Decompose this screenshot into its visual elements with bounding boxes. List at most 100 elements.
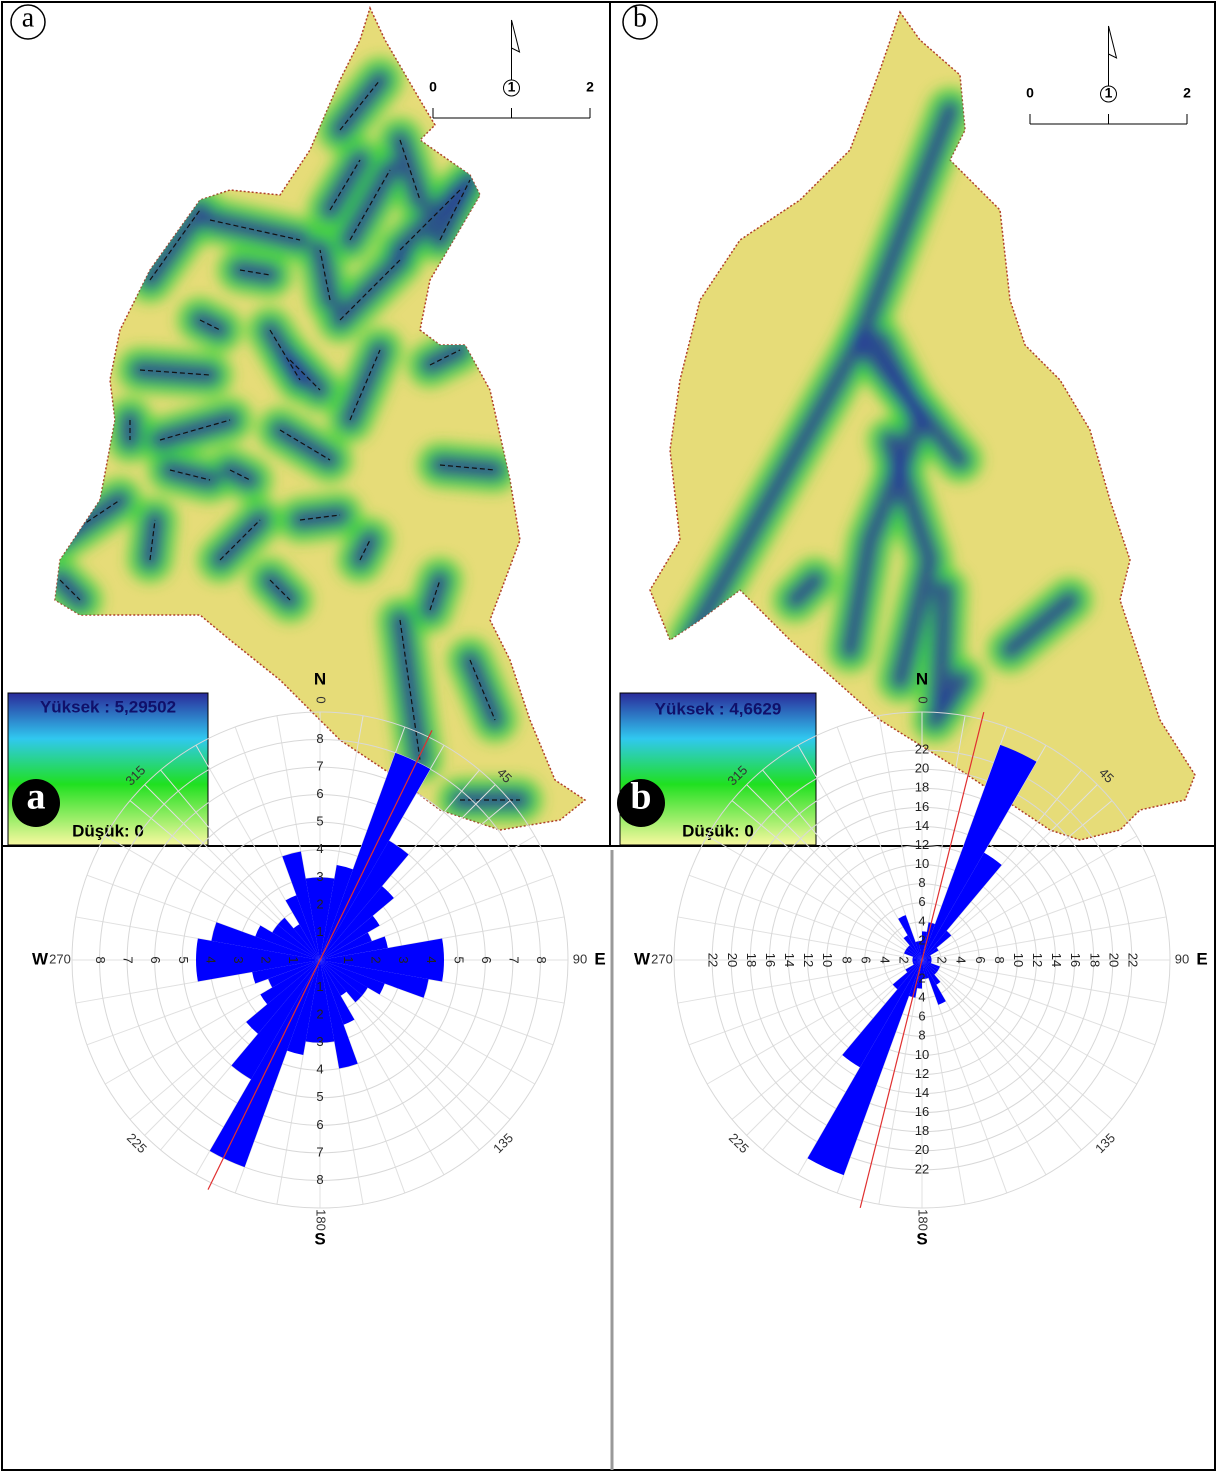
radial-tick-label: 8	[316, 731, 323, 746]
radial-tick-label: 20	[915, 761, 929, 776]
legend-high: Yüksek : 4,6629	[655, 699, 782, 718]
direction-label: N	[916, 669, 928, 688]
radial-tick-label: 5	[176, 956, 191, 963]
panel-label: a	[22, 2, 35, 33]
direction-label: S	[314, 1229, 325, 1248]
direction-label: W	[32, 949, 49, 968]
radial-tick-label: 8	[534, 956, 549, 963]
scale-label: 1	[1105, 85, 1113, 101]
radial-tick-label: 12	[801, 953, 816, 967]
scale-label: 2	[586, 79, 594, 95]
figure: Yüksek : 5,29502 Düşük: 0 a Yüksek : 4,6…	[0, 0, 1217, 1472]
radial-tick-label: 18	[1087, 953, 1102, 967]
radial-tick-label: 20	[725, 953, 740, 967]
radial-tick-label: 6	[316, 1117, 323, 1132]
radial-tick-label: 6	[479, 956, 494, 963]
radial-tick-label: 10	[915, 1047, 929, 1062]
rose-bar	[210, 960, 320, 1167]
radial-tick-label: 7	[316, 759, 323, 774]
radial-tick-label: 4	[203, 956, 218, 963]
radial-tick-label: 2	[918, 932, 925, 947]
density-core	[940, 590, 945, 700]
radial-tick-label: 1	[316, 979, 323, 994]
direction-label: N	[314, 669, 326, 688]
radial-tick-label: 10	[820, 953, 835, 967]
scale-label: 2	[1183, 85, 1191, 101]
radial-tick-label: 5	[451, 956, 466, 963]
radial-tick-label: 18	[915, 1123, 929, 1138]
radial-tick-label: 6	[316, 786, 323, 801]
radial-tick-label: 8	[93, 956, 108, 963]
scale-label: 0	[1026, 85, 1034, 101]
radial-tick-label: 3	[316, 869, 323, 884]
radial-tick-label: 7	[506, 956, 521, 963]
panel-label: b	[633, 2, 647, 33]
north-arrow	[1109, 26, 1117, 86]
radial-tick-label: 20	[915, 1142, 929, 1157]
radial-tick-label: 8	[918, 875, 925, 890]
radial-tick-label: 6	[973, 956, 988, 963]
radial-tick-label: 2	[935, 956, 950, 963]
radial-tick-label: 6	[918, 1009, 925, 1024]
radial-tick-label: 22	[1125, 953, 1140, 967]
radial-tick-label: 12	[915, 1066, 929, 1081]
radial-tick-label: 3	[231, 956, 246, 963]
radial-tick-label: 4	[316, 841, 323, 856]
panel-label: a	[27, 776, 46, 818]
angle-tick-label: 180	[314, 1209, 329, 1231]
radial-tick-label: 2	[918, 971, 925, 986]
radial-tick-label: 8	[918, 1028, 925, 1043]
radial-tick-label: 16	[915, 799, 929, 814]
scale-label: 0	[429, 79, 437, 95]
angle-tick-label: 0	[314, 696, 329, 703]
radial-tick-label: 5	[316, 814, 323, 829]
radial-tick-label: 2	[369, 956, 384, 963]
map-b: Yüksek : 4,6629 Düşük: 0 b	[620, 2, 1195, 845]
panel-label: b	[630, 776, 651, 818]
radial-tick-label: 8	[992, 956, 1007, 963]
angle-tick-label: 180	[916, 1209, 931, 1231]
radial-tick-label: 12	[1030, 953, 1045, 967]
radial-tick-label: 3	[316, 1034, 323, 1049]
radial-tick-label: 7	[121, 956, 136, 963]
radial-tick-label: 10	[1011, 953, 1026, 967]
angle-tick-label: 90	[573, 951, 587, 966]
radial-tick-label: 16	[763, 953, 778, 967]
rose-bar	[320, 753, 430, 960]
radial-tick-label: 7	[316, 1144, 323, 1159]
radial-tick-label: 1	[286, 956, 301, 963]
radial-tick-label: 18	[915, 780, 929, 795]
radial-tick-label: 1	[316, 924, 323, 939]
density-core	[795, 580, 815, 600]
radial-tick-label: 18	[744, 953, 759, 967]
radial-tick-label: 4	[954, 956, 969, 963]
angle-tick-label: 270	[49, 951, 71, 966]
radial-tick-label: 14	[915, 818, 929, 833]
radial-tick-label: 2	[258, 956, 273, 963]
radial-tick-label: 2	[316, 896, 323, 911]
legend-high: Yüksek : 5,29502	[40, 697, 176, 716]
radial-tick-label: 6	[148, 956, 163, 963]
radial-tick-label: 16	[915, 1104, 929, 1119]
scale-label: 1	[508, 79, 516, 95]
radial-tick-label: 22	[915, 1161, 929, 1176]
angle-tick-label: 270	[651, 951, 673, 966]
radial-tick-label: 8	[839, 956, 854, 963]
angle-tick-label: 90	[1175, 951, 1189, 966]
radial-tick-label: 4	[877, 956, 892, 963]
radial-tick-label: 4	[424, 956, 439, 963]
radial-tick-label: 20	[1106, 953, 1121, 967]
radial-tick-label: 2	[896, 956, 911, 963]
north-arrow	[512, 20, 520, 80]
rose-bar	[808, 960, 922, 1175]
legend-low: Düşük: 0	[682, 821, 754, 840]
direction-label: W	[634, 949, 651, 968]
radial-tick-label: 5	[316, 1089, 323, 1104]
direction-label: E	[1196, 949, 1207, 968]
radial-tick-label: 3	[396, 956, 411, 963]
direction-label: E	[594, 949, 605, 968]
radial-tick-label: 2	[316, 1007, 323, 1022]
radial-tick-label: 14	[1049, 953, 1064, 967]
angle-tick-label: 0	[916, 696, 931, 703]
radial-tick-label: 1	[341, 956, 356, 963]
